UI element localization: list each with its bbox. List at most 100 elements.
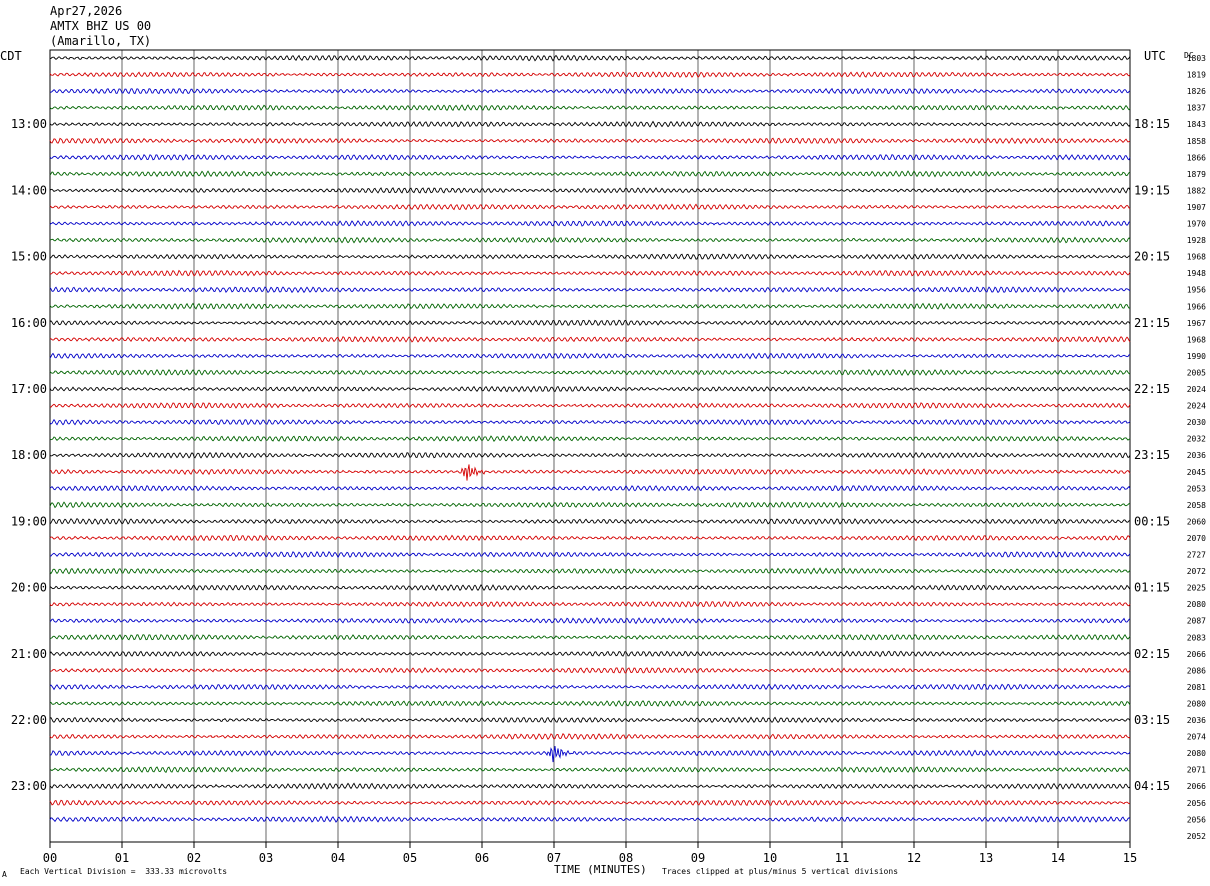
x-axis-title: TIME (MINUTES): [554, 863, 647, 876]
left-hour-label: 16:00: [11, 316, 47, 330]
dc-value: 2083: [1187, 633, 1206, 642]
dc-value: 2036: [1187, 451, 1206, 460]
dc-value: 1907: [1187, 203, 1206, 212]
right-hour-label: 03:15: [1134, 713, 1170, 727]
seismic-trace: [49, 567, 1131, 575]
x-tick-label: 08: [619, 851, 633, 865]
right-dc-label: DC: [1184, 51, 1194, 60]
seismic-trace: [49, 253, 1131, 260]
dc-value: 2052: [1187, 832, 1206, 841]
dc-value: 2032: [1187, 435, 1206, 444]
seismic-trace: [49, 633, 1131, 641]
dc-value: 1928: [1187, 236, 1206, 245]
right-hour-label: 18:15: [1134, 117, 1170, 131]
dc-value: 2066: [1187, 650, 1206, 659]
left-hour-label: 17:00: [11, 382, 47, 396]
seismic-trace: [49, 534, 1131, 542]
seismic-trace: [49, 650, 1131, 658]
left-hour-label: 13:00: [11, 117, 47, 131]
x-tick-label: 15: [1123, 851, 1137, 865]
seismic-trace: [49, 617, 1131, 625]
right-hour-labels: 18:15 19:15 20:15 21:15 22:15 23:15 00:15 01:15…: [1134, 117, 1170, 793]
seismic-trace: [49, 302, 1131, 310]
seismic-trace: [49, 87, 1131, 95]
right-hour-label: 04:15: [1134, 779, 1170, 793]
left-tz-label: CDT: [0, 49, 22, 63]
dc-value: 2066: [1187, 782, 1206, 791]
left-hour-label: 21:00: [11, 647, 47, 661]
right-dc-values: 1803 1819 1826 1837 1843 1858 1866 1879 1882 1907…: [1187, 54, 1206, 841]
station-label: AMTX BHZ US 00: [50, 19, 152, 33]
dc-value: 1948: [1187, 269, 1206, 278]
seismic-trace: [49, 203, 1131, 211]
seismic-trace: [49, 782, 1131, 790]
seismic-trace: [49, 435, 1131, 442]
chart-header: Apr27,2026 AMTX BHZ US 00 (Amarillo, TX): [50, 4, 151, 49]
seismic-trace: [49, 451, 1131, 459]
dc-value: 1956: [1187, 286, 1206, 295]
seismic-trace: [49, 799, 1131, 806]
seismic-trace: [49, 104, 1131, 112]
x-tick-label: 03: [259, 851, 273, 865]
seismic-trace: [49, 352, 1131, 360]
corner-mark: A: [2, 870, 7, 879]
dc-value: 2080: [1187, 600, 1206, 609]
date-label: Apr27,2026: [50, 4, 123, 18]
x-axis-ticks: 00 01 02 03 04 05 06 07 08 09 10 11 12 13 14 15: [43, 842, 1137, 865]
location-label: (Amarillo, TX): [50, 34, 152, 48]
dc-value: 2727: [1187, 551, 1206, 560]
right-tz-label: UTC: [1144, 49, 1166, 63]
dc-value: 2045: [1187, 468, 1206, 477]
left-hour-label: 23:00: [11, 779, 47, 793]
left-hour-label: 14:00: [11, 183, 47, 197]
left-hour-labels: 13:00 14:00 15:00 16:00 17:00 18:00 19:00 20:00…: [11, 117, 47, 793]
dc-value: 2080: [1187, 699, 1206, 708]
dc-value: 1882: [1187, 186, 1206, 195]
dc-value: 2087: [1187, 617, 1206, 626]
scale-note: Each Vertical Division = 333.33 microvol…: [20, 867, 228, 876]
seismic-trace: [49, 170, 1131, 178]
seismic-trace: [49, 716, 1131, 724]
seismic-trace: [49, 220, 1131, 227]
dc-value: 2072: [1187, 567, 1206, 576]
x-tick-label: 04: [331, 851, 345, 865]
trace-group: [49, 54, 1131, 823]
x-tick-label: 10: [763, 851, 777, 865]
dc-value: 1970: [1187, 220, 1206, 229]
dc-value: 1837: [1187, 104, 1206, 113]
seismic-trace: [49, 745, 1131, 763]
seismic-trace: [49, 385, 1131, 393]
right-hour-label: 21:15: [1134, 316, 1170, 330]
left-hour-label: 19:00: [11, 514, 47, 528]
dc-value: 2070: [1187, 534, 1206, 543]
dc-value: 2056: [1187, 799, 1206, 808]
x-tick-label: 09: [691, 851, 705, 865]
seismic-trace: [49, 733, 1131, 741]
dc-value: 2074: [1187, 733, 1206, 742]
x-tick-label: 02: [187, 851, 201, 865]
left-hour-label: 22:00: [11, 713, 47, 727]
right-hour-label: 00:15: [1134, 514, 1170, 528]
seismic-trace: [49, 418, 1131, 426]
seismic-trace: [49, 550, 1131, 559]
seismic-trace: [49, 484, 1131, 492]
seismic-trace: [49, 766, 1131, 774]
seismic-trace: [49, 700, 1131, 707]
seismic-trace: [49, 501, 1131, 509]
dc-value: 2080: [1187, 749, 1206, 758]
x-tick-label: 06: [475, 851, 489, 865]
seismic-trace: [49, 335, 1131, 343]
dc-value: 2056: [1187, 815, 1206, 824]
dc-value: 2024: [1187, 402, 1206, 411]
seismic-trace: [49, 584, 1131, 592]
seismic-trace: [49, 187, 1131, 194]
dc-value: 1990: [1187, 352, 1206, 361]
seismic-trace: [49, 815, 1131, 823]
dc-value: 2060: [1187, 517, 1206, 526]
right-hour-label: 19:15: [1134, 183, 1170, 197]
right-hour-label: 01:15: [1134, 581, 1170, 595]
dc-value: 2030: [1187, 418, 1206, 427]
dc-value: 2058: [1187, 501, 1206, 510]
seismic-trace: [49, 683, 1131, 691]
